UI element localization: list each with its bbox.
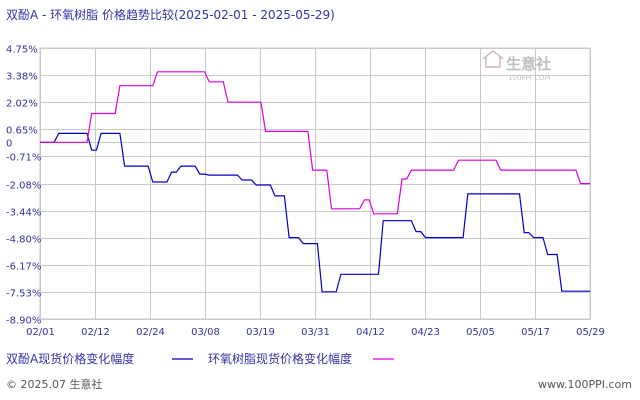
x-tick-label: 05/05 <box>466 327 495 338</box>
legend-label-epoxy: 环氧树脂现货价格变化幅度 <box>208 351 352 366</box>
x-tick-label: 02/12 <box>81 327 110 338</box>
chart-title: 双酚A - 环氧树脂 价格趋势比较(2025-02-01 - 2025-05-2… <box>6 7 335 22</box>
x-tick-label: 02/01 <box>26 327 55 338</box>
y-tick-label: -0.71% <box>6 153 41 164</box>
y-tick-label: 3.38% <box>6 72 38 83</box>
y-tick-label: -8.90% <box>6 316 41 327</box>
x-tick-label: 05/29 <box>576 327 605 338</box>
watermark-name: 生意社 <box>506 55 551 73</box>
series-line-bisphenol <box>40 132 590 293</box>
chart-series <box>40 71 590 293</box>
x-tick-label: 05/17 <box>521 327 550 338</box>
y-tick-label: 0 <box>6 139 12 150</box>
footer-website: www.100PPI.com <box>538 378 632 391</box>
y-tick-label: -2.08% <box>6 181 41 192</box>
x-tick-label: 04/12 <box>356 327 385 338</box>
x-tick-label: 03/08 <box>191 327 220 338</box>
series-line-epoxy <box>40 71 590 215</box>
x-tick-label: 03/31 <box>301 327 330 338</box>
y-tick-label: 2.02% <box>6 99 38 110</box>
chart-axes: 4.75% 3.38% 2.02% 0.65% 0 -0.71% -2.08% -3.44% -… <box>6 45 605 339</box>
y-tick-label: 0.65% <box>6 126 38 137</box>
legend-label-bisphenol: 双酚A现货价格变化幅度 <box>6 351 134 366</box>
y-tick-label: -3.44% <box>6 208 41 219</box>
house-icon <box>481 50 505 68</box>
x-tick-label: 04/23 <box>411 327 440 338</box>
watermark-url: 100PPI.COM <box>508 74 551 82</box>
y-tick-label: -6.17% <box>6 262 41 273</box>
y-tick-label: 4.75% <box>6 45 38 56</box>
y-tick-label: -7.53% <box>6 289 41 300</box>
chart-legend: 双酚A现货价格变化幅度 环氧树脂现货价格变化幅度 <box>6 351 394 366</box>
x-tick-label: 03/19 <box>246 327 275 338</box>
x-tick-label: 02/24 <box>136 327 165 338</box>
footer-copyright: © 2025.07 生意社 <box>6 377 102 391</box>
chart-grid <box>39 47 591 320</box>
watermark-logo: 生意社 100PPI.COM <box>481 50 551 82</box>
y-tick-label: -4.80% <box>6 235 41 246</box>
